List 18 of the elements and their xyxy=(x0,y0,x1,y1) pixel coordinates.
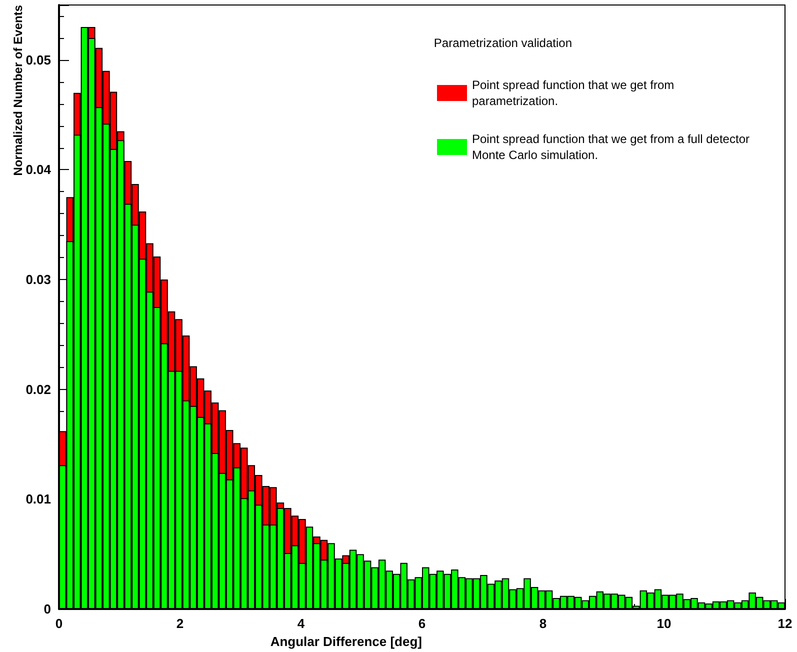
x-tick-label: 10 xyxy=(656,616,672,631)
x-tick-label: 6 xyxy=(418,616,426,631)
y-tick-label: 0.02 xyxy=(26,382,51,397)
x-tick-label: 8 xyxy=(539,616,547,631)
y-tick-label: 0 xyxy=(44,602,51,616)
y-tick-label: 0.04 xyxy=(26,162,52,178)
y-tick-label: 0.01 xyxy=(26,492,51,507)
y-tick-label: 0.03 xyxy=(26,272,51,288)
x-tick-label: 2 xyxy=(176,616,184,631)
y-axis-title: Normalized Number of Events xyxy=(11,4,25,176)
x-tick-label: 0 xyxy=(55,616,63,631)
legend-label: Point spread function that we get from a full detector Monte Carlo simulation. xyxy=(472,132,753,162)
y-tick-label: 0.05 xyxy=(26,52,51,68)
x-axis-title: Angular Difference [deg] xyxy=(270,634,422,649)
legend-label: Point spread function that we get from parametrization. xyxy=(472,78,678,108)
legend-title: Parametrization validation xyxy=(434,36,572,50)
x-tick-label: 12 xyxy=(778,616,792,631)
x-tick-label: 4 xyxy=(297,616,306,631)
